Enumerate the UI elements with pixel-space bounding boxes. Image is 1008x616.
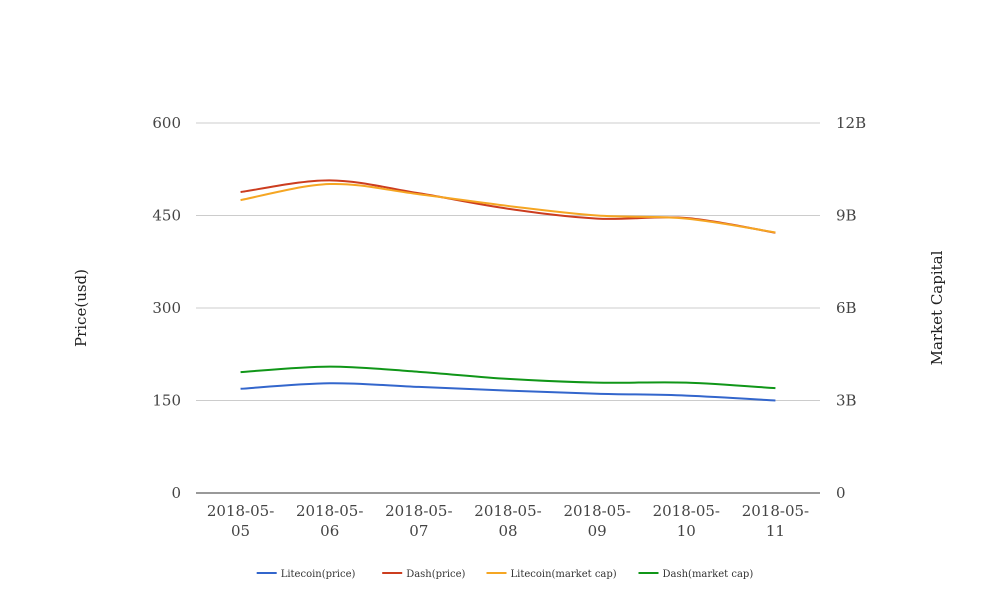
- series-line-dash-market-cap: [240, 365, 776, 390]
- right-tick-label: 9B: [836, 207, 857, 225]
- legend-item: Dash(market cap): [638, 569, 754, 580]
- series-lines: [240, 179, 776, 402]
- legend-item: Dash(price): [382, 569, 466, 580]
- x-tick-label: 2018-05-11: [742, 502, 809, 540]
- right-tick-label: 6B: [836, 299, 857, 317]
- right-tick-label: 3B: [836, 392, 857, 410]
- legend-label: Dash(price): [406, 569, 465, 580]
- series-line-litecoin-market-cap: [240, 182, 776, 234]
- x-tick-label: 2018-05-08: [474, 502, 541, 540]
- gridlines: [196, 122, 820, 494]
- legend-label: Dash(market cap): [663, 569, 754, 580]
- x-axis-ticks: 2018-05-05 2018-05-06 2018-05-07 2018-05-08…: [207, 502, 809, 540]
- left-tick-label: 0: [171, 484, 181, 502]
- x-tick-label: 2018-05-09: [563, 502, 630, 540]
- x-tick-label: 2018-05-06: [296, 502, 363, 540]
- right-tick-label: 12B: [836, 114, 866, 132]
- legend-label: Litecoin(price): [281, 569, 356, 580]
- x-tick-label: 2018-05-10: [653, 502, 720, 540]
- series-line-litecoin-price: [240, 382, 776, 402]
- legend-item: Litecoin(market cap): [486, 569, 617, 580]
- left-tick-label: 450: [152, 207, 181, 225]
- x-tick-label: 2018-05-07: [385, 502, 452, 540]
- left-tick-label: 600: [152, 114, 181, 132]
- x-tick-label: 2018-05-05: [207, 502, 274, 540]
- legend: Litecoin(price) Dash(price) Litecoin(marke…: [256, 569, 754, 580]
- right-axis-title: Market Capital: [928, 250, 946, 365]
- left-tick-label: 300: [152, 299, 181, 317]
- legend-item: Litecoin(price): [256, 569, 356, 580]
- left-axis-ticks: 0 150 300 450 600: [152, 114, 181, 502]
- left-tick-label: 150: [152, 392, 181, 410]
- right-axis-ticks: 0 3B 6B 9B 12B: [836, 114, 866, 502]
- legend-label: Litecoin(market cap): [511, 569, 617, 580]
- left-axis-title: Price(usd): [72, 269, 90, 347]
- right-tick-label: 0: [836, 484, 846, 502]
